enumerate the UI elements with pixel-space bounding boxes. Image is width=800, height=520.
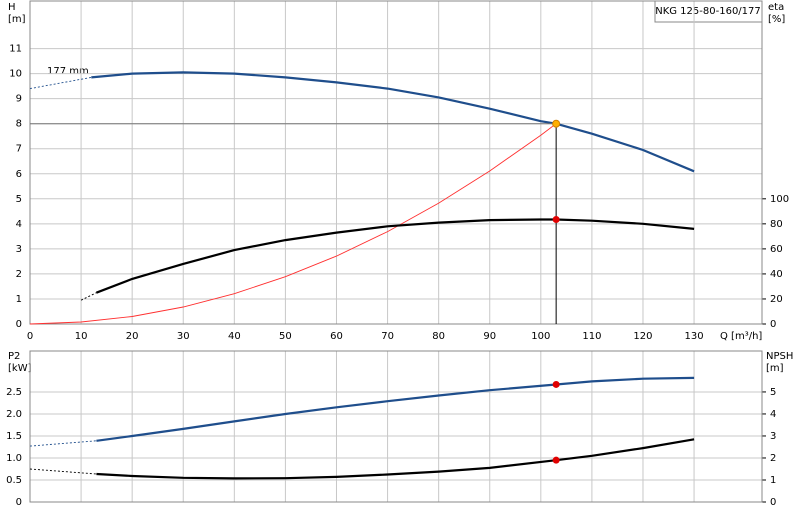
y-axis-unit: [kW] — [8, 363, 32, 374]
x-tick-label: 100 — [531, 331, 550, 342]
curve — [29, 123, 557, 325]
duty-point — [552, 456, 560, 464]
x-tick-label: 130 — [685, 331, 704, 342]
y-tick-label: 5 — [16, 194, 22, 205]
x-tick-label: 10 — [75, 331, 88, 342]
x-tick-label: 110 — [582, 331, 601, 342]
x-tick-label: 60 — [330, 331, 343, 342]
y2-tick-label: 2 — [770, 453, 776, 464]
y2-axis-unit: [%] — [768, 14, 785, 25]
y2-tick-label: 0 — [770, 497, 776, 508]
y-tick-label: 6 — [16, 169, 22, 180]
model-label: NKG 125-80-160/177 — [655, 6, 761, 17]
x-tick-label: 40 — [228, 331, 241, 342]
y2-tick-label: 40 — [770, 269, 783, 280]
curve — [91, 71, 695, 173]
y-tick-label: 9 — [16, 94, 22, 105]
y-tick-label: 1.5 — [6, 431, 22, 442]
x-tick-label: 70 — [381, 331, 394, 342]
y-tick-label: 4 — [16, 219, 22, 230]
y2-tick-label: 4 — [770, 409, 776, 420]
y-axis-unit: [m] — [8, 14, 26, 25]
y2-tick-label: 20 — [770, 294, 783, 305]
x-tick-label: 0 — [27, 331, 33, 342]
y-tick-label: 3 — [16, 244, 22, 255]
y2-axis-label: eta — [768, 2, 784, 13]
y-tick-label: 2.5 — [6, 387, 22, 398]
y2-tick-label: 100 — [770, 194, 789, 205]
y-tick-label: 8 — [16, 119, 22, 130]
plot-frame — [29, 0, 763, 325]
y-tick-label: 1 — [16, 294, 22, 305]
y2-tick-label: 60 — [770, 244, 783, 255]
curve — [96, 218, 695, 294]
duty-point — [552, 119, 561, 128]
curve — [96, 438, 695, 480]
y2-tick-label: 5 — [770, 387, 776, 398]
duty-point — [552, 380, 560, 388]
x-tick-label: 30 — [177, 331, 190, 342]
y-tick-label: 1.0 — [6, 453, 22, 464]
y2-tick-label: 1 — [770, 475, 776, 486]
y-tick-label: 2 — [16, 269, 22, 280]
y-axis-label: H — [8, 2, 16, 13]
y-tick-label: 0 — [16, 319, 22, 330]
x-tick-label: 80 — [432, 331, 445, 342]
y2-tick-label: 3 — [770, 431, 776, 442]
y2-axis-unit: [m] — [766, 363, 784, 374]
duty-point — [552, 215, 560, 223]
x-axis-label: Q [m³/h] — [720, 331, 762, 342]
y-tick-label: 0 — [16, 497, 22, 508]
y-tick-label: 7 — [16, 144, 22, 155]
curve — [29, 468, 97, 475]
plot-frame — [29, 350, 763, 503]
x-tick-label: 90 — [483, 331, 496, 342]
x-tick-label: 120 — [633, 331, 652, 342]
curve — [96, 376, 695, 442]
y2-axis-label: NPSH — [766, 351, 793, 362]
x-tick-label: 20 — [126, 331, 139, 342]
y-tick-label: 0.5 — [6, 475, 22, 486]
curve — [80, 292, 97, 301]
y2-tick-label: 80 — [770, 219, 783, 230]
impeller-annotation: 177 mm — [47, 66, 89, 77]
y-tick-label: 2.0 — [6, 409, 22, 420]
y-axis-label: P2 — [8, 351, 20, 362]
y-tick-label: 10 — [9, 69, 22, 80]
curve — [29, 440, 97, 447]
y2-tick-label: 0 — [770, 319, 776, 330]
y-tick-label: 11 — [9, 44, 22, 55]
x-tick-label: 50 — [279, 331, 292, 342]
